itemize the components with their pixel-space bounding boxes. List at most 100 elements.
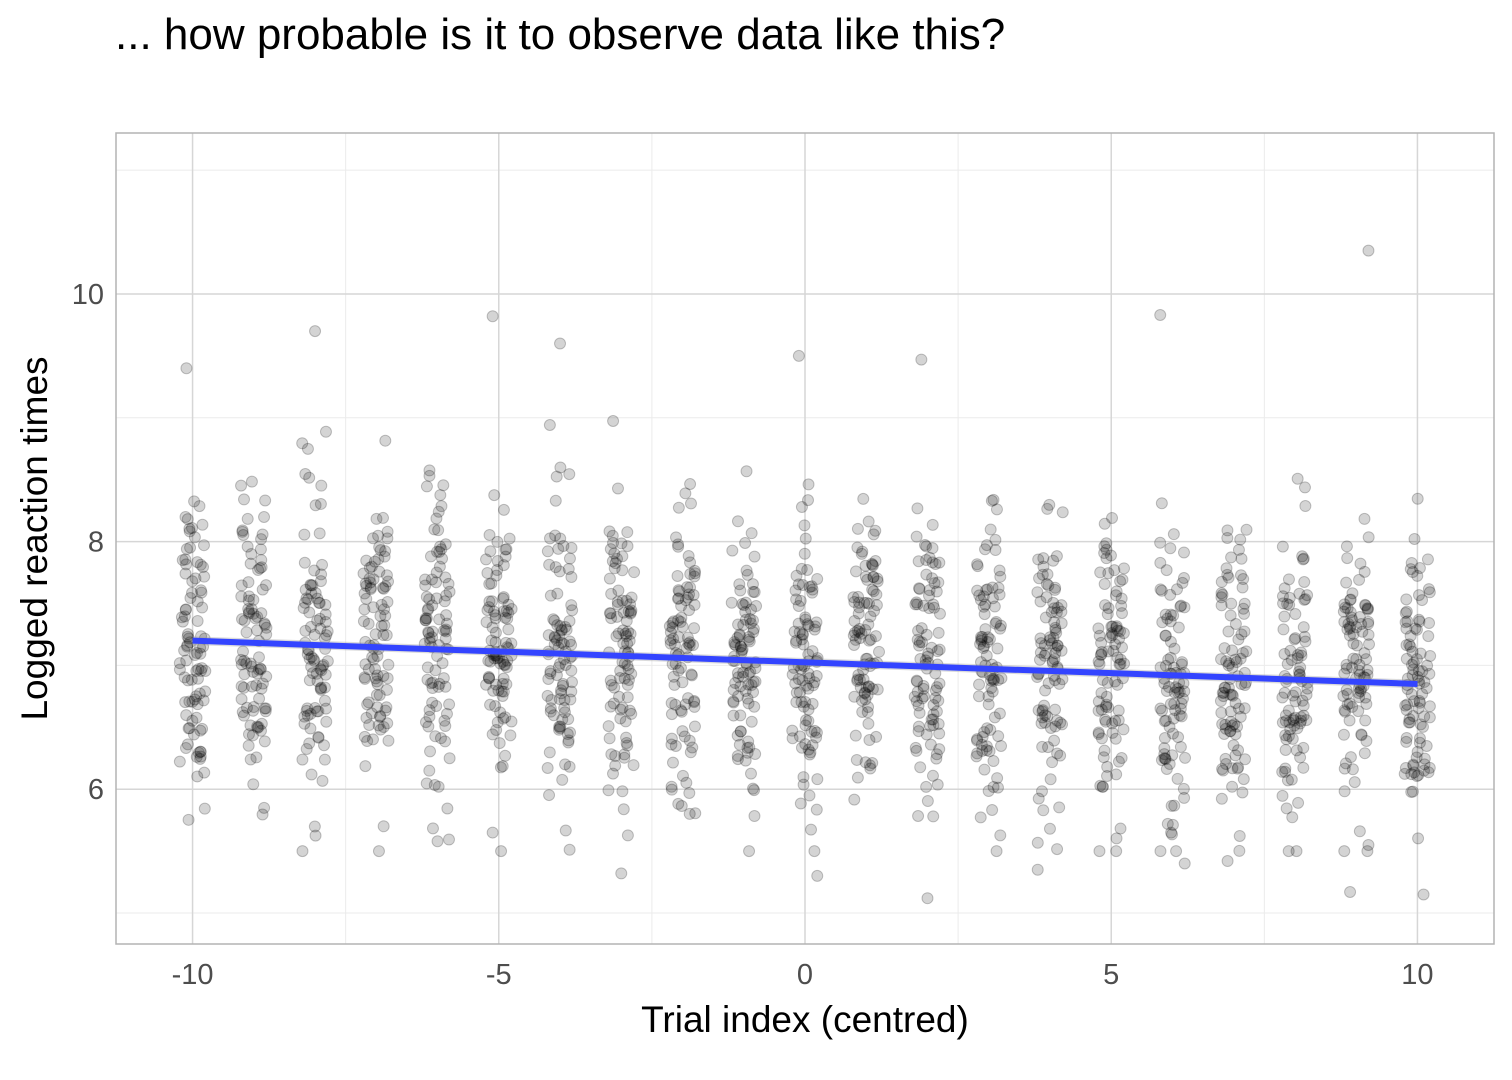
data-point (853, 596, 866, 609)
data-point (1411, 492, 1424, 505)
data-point (734, 680, 747, 693)
data-point (379, 434, 392, 447)
data-point (184, 592, 197, 605)
data-point (1289, 608, 1302, 621)
data-point (497, 503, 510, 516)
data-point (684, 556, 697, 569)
data-point (790, 593, 803, 606)
data-point (559, 758, 572, 771)
data-point (375, 598, 388, 611)
data-point (1219, 681, 1232, 694)
data-point (616, 701, 629, 714)
data-point (1098, 744, 1111, 757)
data-point (190, 665, 203, 678)
data-point (1347, 628, 1360, 641)
data-point (190, 646, 203, 659)
data-point (1301, 682, 1314, 695)
data-point (1050, 641, 1063, 654)
data-point (1339, 601, 1352, 614)
data-point (236, 645, 249, 658)
data-point (679, 594, 692, 607)
data-point (911, 598, 924, 611)
data-point (366, 651, 379, 664)
data-point (610, 630, 623, 643)
data-point (554, 720, 567, 733)
data-point (1164, 697, 1177, 710)
data-point (975, 633, 988, 646)
data-point (1399, 699, 1412, 712)
data-point (236, 525, 249, 538)
data-point (1216, 718, 1229, 731)
data-point (977, 640, 990, 653)
data-point (681, 581, 694, 594)
data-point (486, 728, 499, 741)
data-point (554, 461, 567, 474)
data-point (623, 634, 636, 647)
data-point (318, 681, 331, 694)
data-point (804, 746, 817, 759)
data-point (802, 667, 815, 680)
data-point (381, 596, 394, 609)
data-point (984, 523, 997, 536)
data-point (607, 697, 620, 710)
data-point (1047, 596, 1060, 609)
data-point (196, 601, 209, 614)
data-point (1111, 651, 1124, 664)
data-point (746, 614, 759, 627)
data-point (188, 693, 201, 706)
data-point (1239, 753, 1252, 766)
data-point (1403, 716, 1416, 729)
data-point (1361, 664, 1374, 677)
x-tick-label: -10 (172, 959, 214, 991)
data-point (1166, 818, 1179, 831)
data-point (1360, 698, 1373, 711)
data-point (1093, 658, 1106, 671)
data-point (614, 712, 627, 725)
data-point (191, 770, 204, 783)
data-point (319, 616, 332, 629)
data-point (1154, 583, 1167, 596)
data-point (299, 583, 312, 596)
data-point (1038, 699, 1051, 712)
data-point (1110, 845, 1123, 858)
data-point (1344, 606, 1357, 619)
data-point (190, 690, 203, 703)
data-point (556, 713, 569, 726)
data-point (748, 586, 761, 599)
data-point (188, 531, 201, 544)
data-point (319, 608, 332, 621)
data-point (237, 529, 250, 542)
data-point (1034, 632, 1047, 645)
data-point (614, 664, 627, 677)
data-point (912, 725, 925, 738)
data-point (795, 695, 808, 708)
data-point (995, 672, 1008, 685)
data-point (1418, 710, 1431, 723)
data-point (1159, 608, 1172, 621)
data-point (1410, 623, 1423, 636)
data-point (602, 784, 615, 797)
data-point (191, 556, 204, 569)
data-point (676, 769, 689, 782)
data-point (430, 512, 443, 525)
data-point (1300, 714, 1313, 727)
data-point (742, 697, 755, 710)
data-point (790, 696, 803, 709)
data-point (912, 624, 925, 637)
data-point (1338, 704, 1351, 717)
data-point (986, 673, 999, 686)
data-point (911, 633, 924, 646)
data-point (1050, 626, 1063, 639)
data-point (1095, 703, 1108, 716)
data-point (739, 537, 752, 550)
data-point (1362, 615, 1375, 628)
data-point (1343, 697, 1356, 710)
data-point (731, 631, 744, 644)
data-point (357, 567, 370, 580)
data-point (1114, 575, 1127, 588)
data-point (792, 673, 805, 686)
data-point (560, 623, 573, 636)
data-point (494, 761, 507, 774)
data-point (851, 771, 864, 784)
data-point (685, 669, 698, 682)
